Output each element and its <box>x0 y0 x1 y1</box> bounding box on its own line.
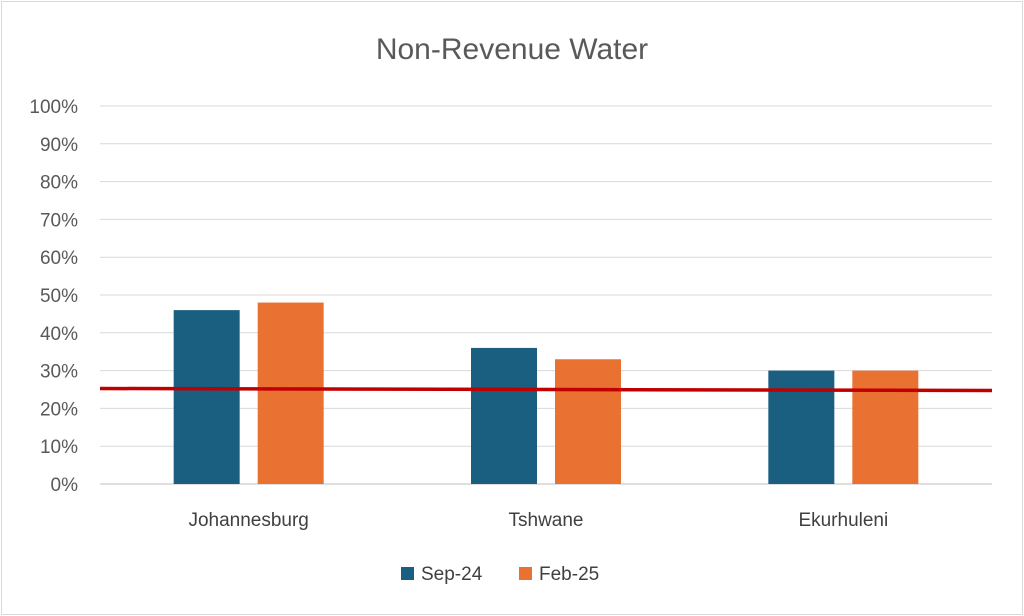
y-tick-label: 60% <box>40 248 78 269</box>
y-tick-label: 80% <box>40 173 78 194</box>
legend: Sep-24 Feb-25 <box>401 564 599 585</box>
y-tick-label: 40% <box>40 324 78 345</box>
y-tick-label: 90% <box>40 135 78 156</box>
category-label: Ekurhuleni <box>798 510 888 531</box>
category-label: Tshwane <box>509 510 584 531</box>
y-tick-label: 70% <box>40 210 78 231</box>
bar-johannesburg-sep-24 <box>173 310 240 484</box>
category-labels: Johannesburg Tshwane Ekurhuleni <box>188 510 888 531</box>
y-tick-label: 50% <box>40 286 78 307</box>
chart-title: Non-Revenue Water <box>376 33 648 66</box>
y-tick-label: 30% <box>40 362 78 383</box>
y-tick-label: 20% <box>40 399 78 420</box>
y-tick-label: 0% <box>51 475 79 496</box>
bar-tshwane-sep-24 <box>471 347 537 484</box>
grid-lines <box>100 105 992 485</box>
bar-johannesburg-feb-25 <box>257 302 324 484</box>
bar-ekurhuleni-feb-25 <box>852 370 919 484</box>
bar-tshwane-feb-25 <box>555 359 621 484</box>
legend-label: Feb-25 <box>539 564 599 585</box>
bars <box>173 302 919 484</box>
reference-line-mark <box>99 386 993 393</box>
legend-swatch <box>401 567 414 580</box>
reference-line <box>99 386 993 393</box>
bar-ekurhuleni-sep-24 <box>768 370 835 484</box>
category-label: Johannesburg <box>188 510 308 531</box>
y-tick-label: 100% <box>29 97 78 118</box>
y-axis-ticks: 0% 10% 20% 30% 40% 50% 60% 70% 80% 90% 100% <box>29 97 78 496</box>
legend-swatch <box>519 567 532 580</box>
y-tick-label: 10% <box>40 437 78 458</box>
legend-label: Sep-24 <box>421 564 483 585</box>
